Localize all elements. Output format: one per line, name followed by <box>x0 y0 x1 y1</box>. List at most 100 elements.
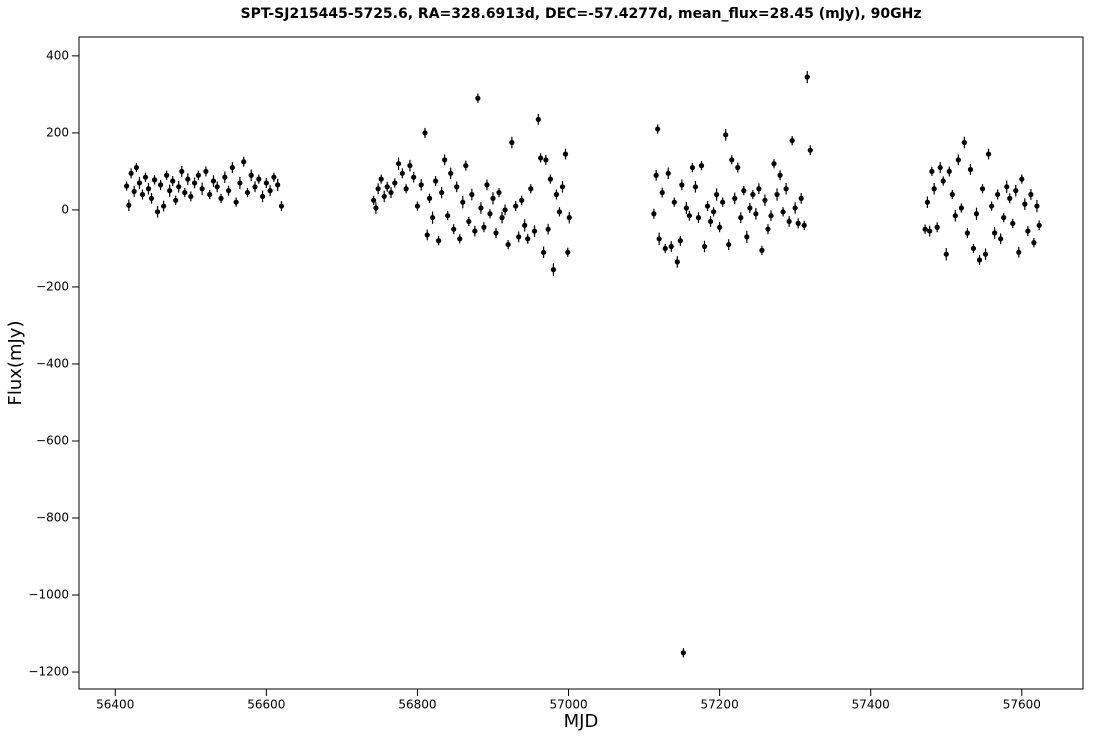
data-point <box>167 188 173 194</box>
data-point <box>371 197 377 203</box>
data-point <box>535 116 541 123</box>
data-point <box>566 215 572 221</box>
data-point <box>995 191 1001 198</box>
data-point <box>1025 228 1031 234</box>
data-point <box>692 184 699 190</box>
y-tick-label: 0 <box>61 202 69 216</box>
data-point <box>475 95 481 101</box>
data-point <box>522 222 528 228</box>
data-point <box>145 186 152 192</box>
data-point <box>451 226 457 232</box>
data-point <box>541 249 547 255</box>
data-point <box>970 245 977 252</box>
data-point <box>448 170 454 176</box>
data-point <box>469 191 475 198</box>
y-axis-label: Flux(mJy) <box>5 321 26 406</box>
data-point <box>496 189 502 196</box>
data-point <box>210 178 217 184</box>
data-point <box>924 199 930 205</box>
data-point <box>164 172 170 178</box>
data-point <box>976 257 983 263</box>
data-point <box>493 230 499 236</box>
data-point <box>967 166 974 173</box>
data-point <box>395 161 402 167</box>
data-point <box>185 176 191 182</box>
data-point <box>656 236 662 242</box>
data-point <box>199 186 205 192</box>
data-point <box>710 209 717 215</box>
data-point <box>154 209 161 215</box>
data-point <box>952 213 958 219</box>
data-point <box>973 211 980 217</box>
data-point <box>741 188 747 194</box>
data-point <box>528 186 534 192</box>
data-point <box>487 211 493 217</box>
x-tick-label: 57200 <box>701 698 739 712</box>
data-point <box>744 234 750 240</box>
data-point <box>233 199 239 205</box>
data-point <box>203 168 209 175</box>
data-point <box>460 199 466 205</box>
data-point <box>392 180 398 186</box>
data-point <box>937 164 943 171</box>
data-point <box>525 236 531 242</box>
data-point <box>934 224 940 230</box>
data-point <box>252 184 258 190</box>
data-point <box>418 182 424 188</box>
data-point <box>478 205 484 211</box>
data-point <box>133 164 140 171</box>
data-point <box>931 186 937 192</box>
x-tick-label: 57400 <box>852 698 890 712</box>
data-point <box>929 168 935 175</box>
data-point <box>466 218 472 225</box>
data-point <box>738 215 744 221</box>
data-point <box>278 203 285 209</box>
data-point <box>435 238 442 244</box>
y-tick-label: −600 <box>36 433 69 447</box>
chart-title: SPT-SJ215445-5725.6, RA=328.6913d, DEC=-… <box>241 6 922 22</box>
data-point <box>403 186 409 192</box>
data-point <box>992 230 998 236</box>
data-point <box>218 195 224 201</box>
data-point <box>188 193 194 200</box>
data-point <box>774 191 780 198</box>
data-point <box>373 205 379 211</box>
data-point <box>381 193 387 200</box>
data-point <box>679 182 685 188</box>
data-point <box>943 251 949 257</box>
data-point <box>128 170 134 176</box>
data-point <box>445 213 451 219</box>
data-point <box>946 168 952 175</box>
data-point <box>720 199 726 205</box>
data-point <box>505 241 511 248</box>
x-tick-label: 57000 <box>549 698 587 712</box>
data-point <box>502 207 508 213</box>
data-point <box>723 132 729 138</box>
plot-frame <box>78 36 1084 690</box>
data-point <box>798 195 804 201</box>
data-point <box>556 209 563 215</box>
data-point <box>680 650 686 656</box>
data-point <box>550 267 557 273</box>
data-point <box>695 215 702 221</box>
data-point <box>207 191 213 198</box>
data-point <box>411 174 417 180</box>
data-point <box>516 234 522 240</box>
data-point <box>179 168 185 175</box>
data-point <box>256 176 262 182</box>
data-point <box>671 199 677 205</box>
data-point <box>195 172 201 178</box>
data-point <box>762 197 768 203</box>
data-point <box>698 163 705 169</box>
data-point <box>422 130 428 136</box>
data-point <box>747 205 753 211</box>
data-point <box>1034 203 1040 209</box>
data-point <box>241 159 247 165</box>
data-point <box>214 184 220 190</box>
data-point <box>765 226 771 232</box>
data-point <box>543 157 549 163</box>
y-tick-label: 400 <box>46 48 69 62</box>
data-point <box>704 203 711 209</box>
data-point <box>148 195 155 201</box>
data-point <box>375 186 381 192</box>
